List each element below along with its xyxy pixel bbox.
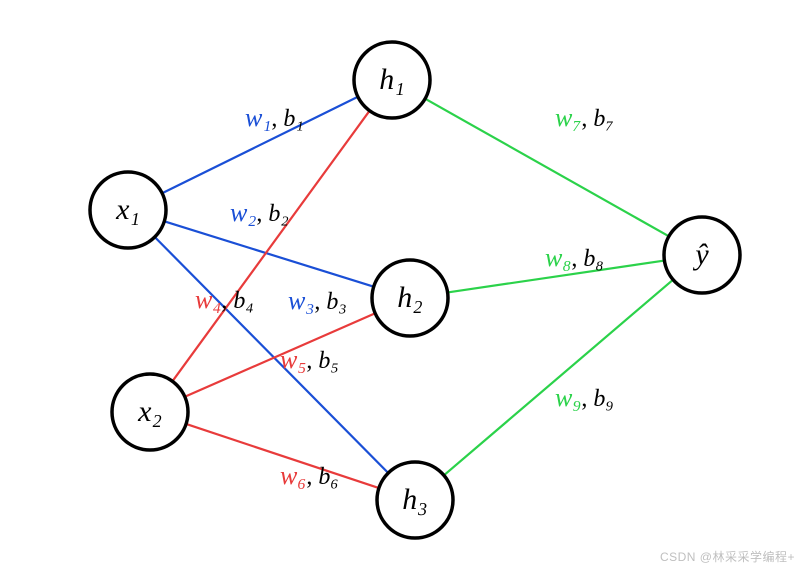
watermark-text: CSDN @林采采学编程+ <box>660 548 795 565</box>
edge-label-x1-h2: w₂, b₂ <box>230 198 289 227</box>
nodes-layer: x₁ x₂ h₁ h₂ h₃ ŷ <box>90 42 740 538</box>
edge-label-x2-h2: w₅, b₅ <box>280 345 339 374</box>
node-label-x1: x₁ <box>115 193 140 226</box>
node-h1: h₁ <box>354 42 430 118</box>
node-h3: h₃ <box>377 462 453 538</box>
node-label-yhat: ŷ <box>692 238 709 271</box>
edge-x1-h3 <box>155 237 389 473</box>
node-x2: x₂ <box>112 374 188 450</box>
edge-label-h1-yhat: w₇, b₇ <box>555 103 614 132</box>
node-label-h2: h₂ <box>397 281 422 314</box>
node-label-x2: x₂ <box>137 395 162 428</box>
node-yhat: ŷ <box>664 217 740 293</box>
edge-h3-yhat <box>444 280 673 476</box>
neural-network-diagram: w₁, b₁ w₂, b₂ w₃, b₃ w₄, b₄ w₅, b₅ w₆, b₆ w₇, … <box>0 0 805 571</box>
node-label-h1: h₁ <box>379 63 404 96</box>
node-label-h3: h₃ <box>402 483 427 516</box>
edge-label-x1-h1: w₁, b₁ <box>245 103 304 132</box>
edge-label-x1-h3: w₃, b₃ <box>288 286 347 315</box>
node-x1: x₁ <box>90 172 166 248</box>
node-h2: h₂ <box>372 260 448 336</box>
edge-label-x2-h1: w₄, b₄ <box>195 285 254 314</box>
edge-label-x2-h3: w₆, b₆ <box>280 461 339 490</box>
edge-x2-h1 <box>172 111 369 382</box>
edge-label-h2-yhat: w₈, b₈ <box>545 243 604 272</box>
edge-label-h3-yhat: w₉, b₉ <box>555 383 614 412</box>
edge-h1-yhat <box>425 99 669 237</box>
